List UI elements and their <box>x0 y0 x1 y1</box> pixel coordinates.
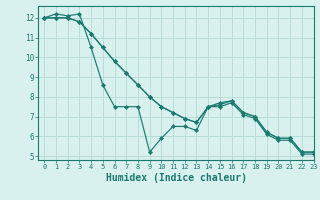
X-axis label: Humidex (Indice chaleur): Humidex (Indice chaleur) <box>106 173 246 183</box>
